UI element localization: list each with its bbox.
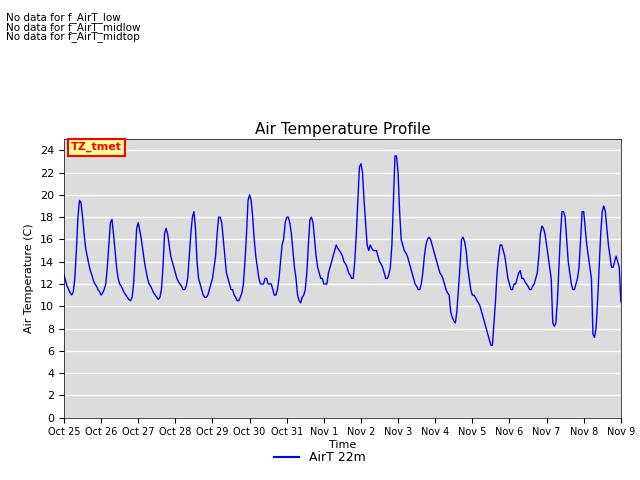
Text: No data for f_AirT_midtop: No data for f_AirT_midtop: [6, 31, 140, 42]
Y-axis label: Air Temperature (C): Air Temperature (C): [24, 224, 35, 333]
Title: Air Temperature Profile: Air Temperature Profile: [255, 121, 430, 137]
Text: TZ_tmet: TZ_tmet: [71, 142, 122, 152]
Text: No data for f_AirT_low: No data for f_AirT_low: [6, 12, 121, 23]
Text: No data for f_AirT_midlow: No data for f_AirT_midlow: [6, 22, 141, 33]
X-axis label: Time: Time: [329, 440, 356, 450]
Legend: AirT 22m: AirT 22m: [269, 446, 371, 469]
